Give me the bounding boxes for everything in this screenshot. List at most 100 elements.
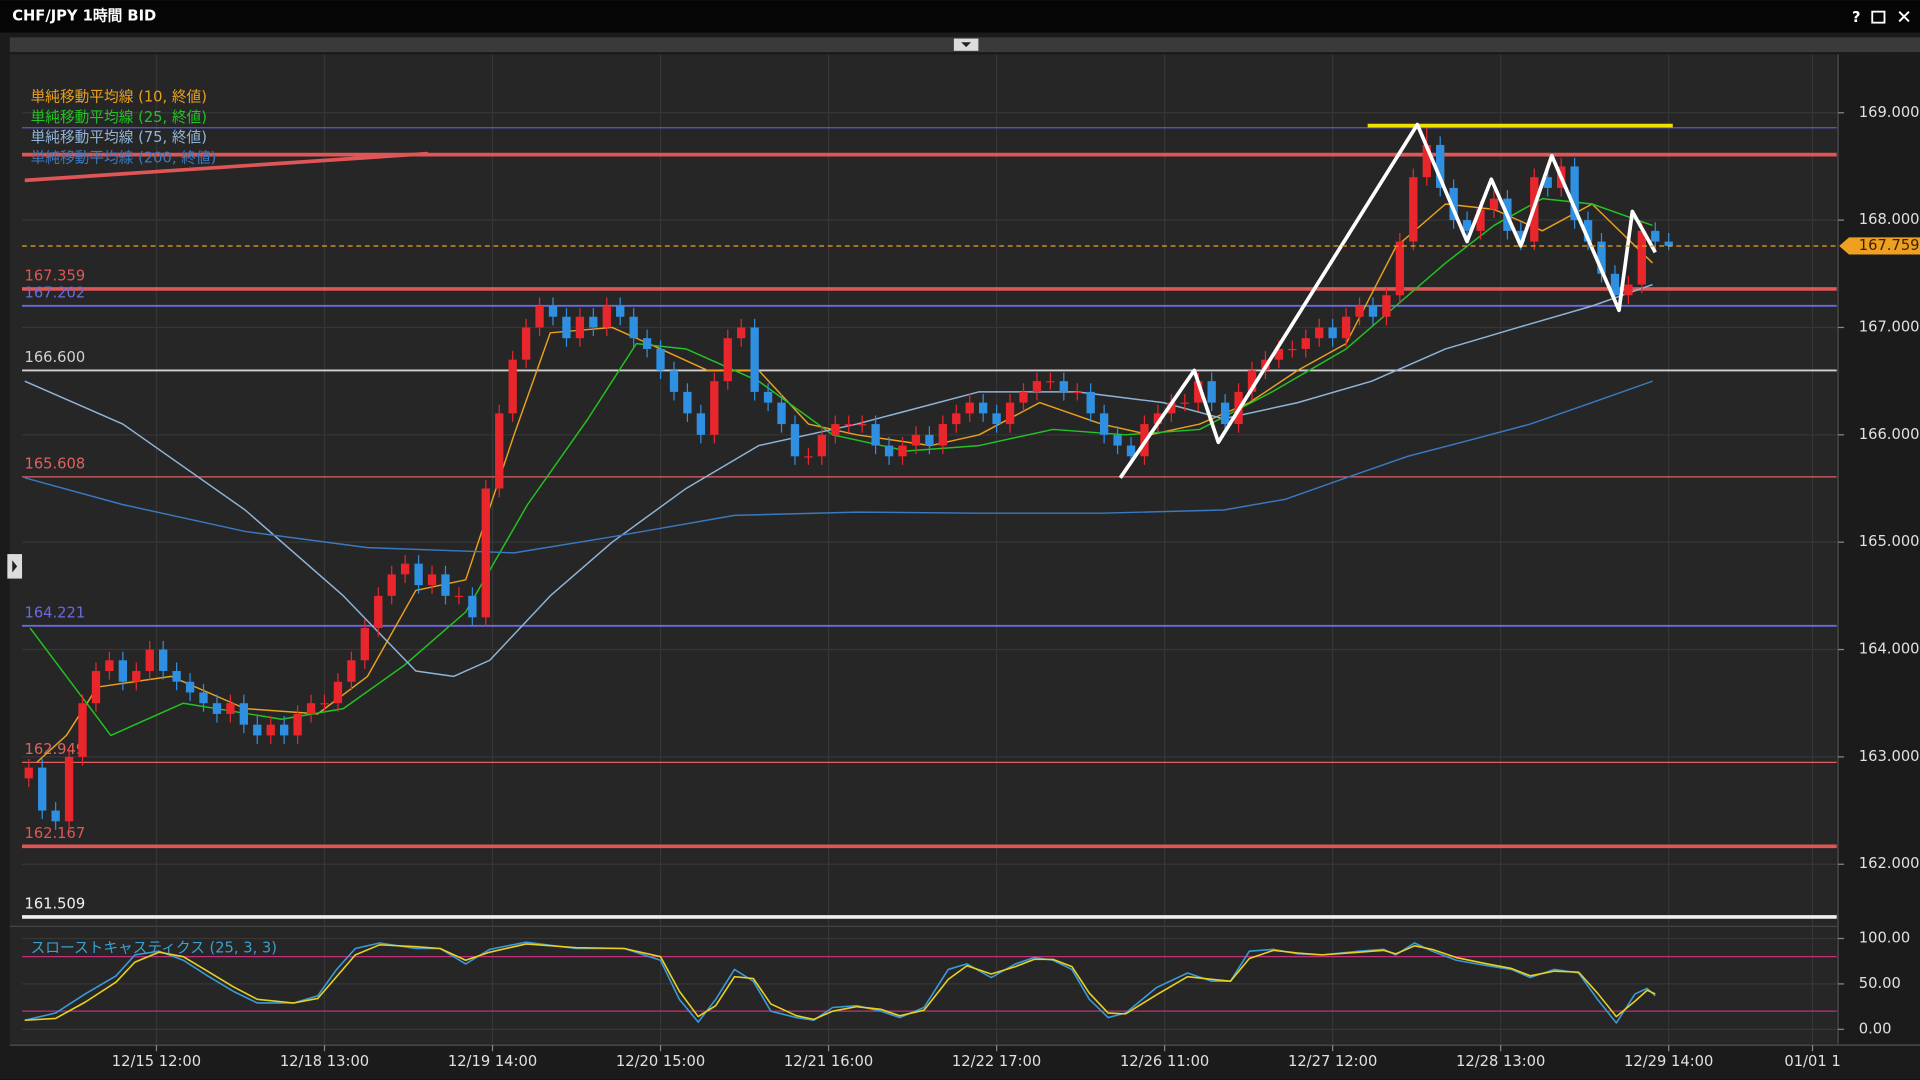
- candle-body: [441, 574, 450, 596]
- candle-body: [642, 338, 652, 349]
- close-button[interactable]: [1898, 10, 1910, 23]
- candle-body: [965, 402, 974, 414]
- legend-entry: 単純移動平均線 (10, 終値): [31, 88, 207, 105]
- candle-body: [1315, 327, 1324, 339]
- candle-body: [293, 713, 302, 736]
- candle-body: [1005, 402, 1015, 425]
- candle-body: [1610, 273, 1620, 296]
- candle-body: [468, 595, 477, 618]
- candle-body: [1583, 220, 1593, 242]
- candle-body: [1059, 381, 1068, 392]
- candle-body: [1086, 391, 1095, 414]
- candle-body: [548, 305, 558, 317]
- candle-body: [1624, 284, 1633, 296]
- candle-body: [1355, 305, 1364, 317]
- candle-body: [508, 359, 517, 414]
- candle-body: [521, 327, 531, 360]
- title-bar: [0, 0, 1920, 33]
- moving-average: [24, 380, 1653, 554]
- candle-body: [696, 413, 706, 435]
- current-price-tag: [1839, 237, 1920, 255]
- x-tick-label: 12/27 12:00: [1288, 1053, 1377, 1070]
- candle-body: [172, 670, 181, 682]
- x-tick-label: 12/26 11:00: [1120, 1053, 1209, 1070]
- candle-body: [1476, 209, 1485, 231]
- candle-body: [1073, 391, 1082, 394]
- candle-body: [1167, 402, 1176, 414]
- help-button[interactable]: ?: [1852, 9, 1861, 26]
- candle-body: [1126, 445, 1136, 457]
- candle-body: [266, 724, 275, 736]
- y-tick-label: 169.000: [1859, 104, 1920, 121]
- candle-body: [817, 434, 827, 457]
- candle-body: [333, 681, 343, 704]
- candle-body: [790, 424, 800, 457]
- candle-body: [589, 316, 598, 328]
- candle-body: [132, 670, 141, 682]
- candle-body: [602, 305, 611, 328]
- candle-body: [91, 670, 101, 704]
- y-tick-label: 50.00: [1859, 975, 1901, 992]
- legend-entry: 単純移動平均線 (75, 終値): [31, 129, 207, 146]
- x-tick-label: 12/15 12:00: [112, 1053, 201, 1070]
- candle-body: [656, 348, 665, 371]
- candle-body: [427, 574, 437, 586]
- candle-body: [1046, 381, 1055, 383]
- candle-body: [239, 703, 249, 725]
- candle-body: [978, 402, 988, 414]
- y-tick-label: 167.000: [1859, 318, 1920, 335]
- level-label: 161.509: [24, 896, 85, 913]
- candle-body: [78, 703, 87, 757]
- candle-body: [884, 445, 894, 457]
- level-label: 164.221: [24, 605, 85, 622]
- candle-body: [1019, 391, 1028, 403]
- candle-body: [898, 445, 907, 457]
- level-label: 166.600: [24, 349, 85, 366]
- candle-body: [185, 681, 195, 693]
- panel-title: スローストキャスティクス (25, 3, 3): [31, 939, 277, 956]
- moving-average: [24, 283, 1653, 678]
- candle-body: [750, 327, 759, 392]
- candle-body: [360, 628, 369, 661]
- collapse-arrow: [961, 42, 972, 48]
- drawing: [24, 151, 429, 183]
- candle-body: [723, 338, 732, 382]
- x-tick-label: 12/20 15:00: [616, 1053, 705, 1070]
- candle-body: [831, 424, 840, 435]
- candle-body: [1543, 177, 1552, 188]
- candle-body: [495, 413, 504, 489]
- candle-body: [1207, 381, 1216, 403]
- x-tick-label: 12/19 14:00: [448, 1053, 537, 1070]
- candle-body: [1409, 177, 1418, 242]
- candle-body: [306, 703, 316, 714]
- drawing: [1118, 122, 1657, 479]
- candle-body: [669, 370, 679, 392]
- y-tick-label: 163.000: [1859, 748, 1920, 765]
- candle-body: [1489, 198, 1499, 210]
- maximize-button[interactable]: [1871, 10, 1886, 24]
- candle-body: [710, 381, 719, 435]
- candle-body: [253, 724, 262, 736]
- candle-body: [1651, 230, 1660, 242]
- candle-body: [1637, 230, 1646, 285]
- side-arrow: [12, 560, 18, 573]
- candle-body: [454, 595, 464, 598]
- candle-body: [320, 703, 329, 705]
- candle-body: [212, 703, 222, 714]
- level-label: 165.608: [24, 456, 85, 473]
- moving-average: [29, 197, 1653, 737]
- candle-body: [858, 424, 867, 426]
- candle-body: [777, 402, 786, 425]
- candle-body: [938, 424, 947, 446]
- y-tick-label: 162.000: [1859, 855, 1920, 872]
- x-tick-label: 12/18 13:00: [280, 1053, 369, 1070]
- candle-body: [1274, 348, 1284, 360]
- candle-body: [629, 316, 638, 339]
- candle-body: [1449, 187, 1458, 221]
- candle-body: [1422, 144, 1431, 178]
- level-label: 167.202: [24, 285, 85, 302]
- drawings: [22, 122, 1837, 479]
- y-tick-label: 168.000: [1859, 211, 1920, 228]
- candle-body: [226, 703, 235, 714]
- window-title: CHF/JPY 1時間 BID: [12, 7, 156, 25]
